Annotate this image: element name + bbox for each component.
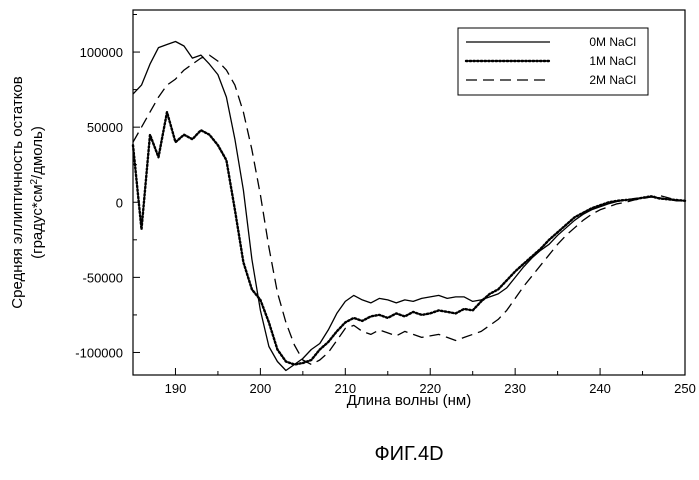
figure-caption: ФИГ.4D [374,443,443,465]
series-line-dashed [133,55,685,364]
y-tick-label: 0 [116,195,123,210]
y-axis-label-unit-start: (градус*см [29,184,46,258]
y-tick-label: 100000 [80,45,123,60]
x-tick-label: 250 [674,381,696,396]
x-tick-label: 190 [165,381,187,396]
x-tick-label: 200 [250,381,272,396]
y-axis-label-unit-end: /дмоль) [29,126,46,179]
legend-label: 0M NaCl [589,35,636,49]
y-tick-label: -50000 [83,270,123,285]
x-axis-label: Длина волны (нм) [347,392,471,409]
y-axis-label-line1: Средняя эллиптичность остатков [9,76,26,309]
y-axis-ticks: 100000 50000 0 -50000 -100000 [75,15,140,361]
y-axis-label-line2: (градус*см2/дмоль) [29,126,47,259]
legend-label: 1M NaCl [589,54,636,68]
series-line-dotted [133,112,685,364]
legend-label: 2M NaCl [589,73,636,87]
y-tick-label: 50000 [87,120,123,135]
x-tick-label: 230 [504,381,526,396]
chart-legend: 0M NaCl 1M NaCl 2M NaCl [458,28,648,95]
y-tick-label: -100000 [75,345,123,360]
x-tick-label: 240 [589,381,611,396]
